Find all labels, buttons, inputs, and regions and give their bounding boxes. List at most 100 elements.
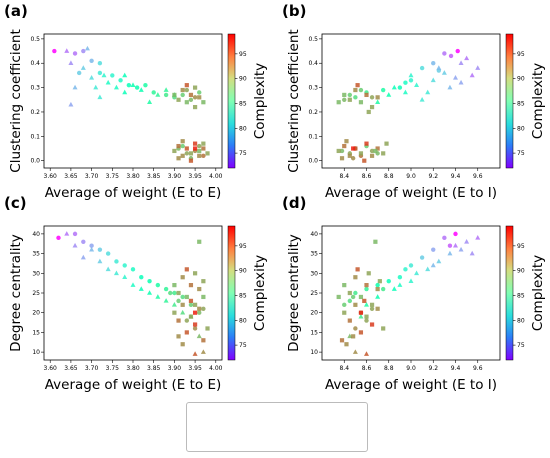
y-axis-label: Clustering coefficient bbox=[8, 29, 24, 172]
data-point-circle bbox=[81, 239, 86, 244]
scatter-points bbox=[56, 231, 210, 356]
panel-label: (c) bbox=[4, 194, 27, 212]
x-tick-label: 3.95 bbox=[188, 173, 202, 180]
data-point-triangle bbox=[68, 101, 74, 107]
data-point-triangle bbox=[80, 254, 86, 260]
data-point-square bbox=[176, 290, 181, 296]
data-point-square bbox=[180, 302, 185, 307]
data-point-triangle bbox=[375, 99, 381, 105]
y-tick-label: 25 bbox=[310, 290, 318, 297]
legend bbox=[186, 402, 368, 452]
data-point-square bbox=[197, 239, 202, 244]
data-point-square bbox=[342, 143, 347, 149]
data-point-triangle bbox=[200, 349, 206, 354]
data-point-square bbox=[339, 338, 345, 343]
data-point-circle bbox=[448, 53, 454, 59]
panel-label: (d) bbox=[282, 194, 306, 212]
y-tick-label: 0.1 bbox=[30, 133, 40, 140]
data-point-triangle bbox=[80, 65, 86, 70]
data-point-square bbox=[373, 239, 378, 244]
colorbar-tick-label: 80 bbox=[239, 317, 247, 324]
panel-b: (b) 8.4 8.6 8.8 9.0 9.2 9.4 9.6 0.0 0.1 0.2 0.3 0.4 0… bbox=[282, 2, 546, 201]
data-point-triangle bbox=[402, 89, 408, 95]
data-point-square bbox=[197, 95, 202, 100]
data-point-triangle bbox=[84, 45, 90, 51]
data-point-triangle bbox=[113, 270, 119, 276]
data-point-triangle bbox=[64, 231, 70, 236]
scatter-points bbox=[336, 48, 481, 163]
data-point-circle bbox=[364, 318, 369, 323]
data-point-square bbox=[384, 141, 389, 146]
data-point-square bbox=[188, 314, 194, 319]
x-tick-label: 4.00 bbox=[209, 173, 223, 180]
data-point-circle bbox=[180, 294, 185, 300]
data-point-square bbox=[351, 334, 356, 339]
data-point-square bbox=[375, 286, 380, 292]
data-point-square bbox=[184, 146, 189, 151]
data-point-square bbox=[347, 97, 352, 102]
data-point-circle bbox=[419, 65, 425, 71]
data-point-circle bbox=[408, 78, 414, 83]
data-point-square bbox=[176, 143, 181, 149]
x-tick-label: 9.4 bbox=[451, 365, 461, 372]
data-point-circle bbox=[188, 302, 194, 308]
data-point-circle bbox=[408, 263, 414, 268]
data-point-circle bbox=[172, 290, 177, 296]
x-tick-label: 3.80 bbox=[126, 365, 140, 372]
data-point-circle bbox=[168, 290, 173, 296]
y-tick-label: 15 bbox=[32, 329, 40, 336]
data-point-triangle bbox=[364, 351, 369, 356]
x-tick-label: 3.90 bbox=[168, 173, 182, 180]
data-point-square bbox=[188, 298, 194, 303]
data-point-square bbox=[336, 100, 341, 105]
data-point-square bbox=[362, 158, 367, 163]
data-point-square bbox=[358, 330, 364, 335]
y-tick-label: 35 bbox=[32, 251, 40, 258]
data-point-triangle bbox=[458, 60, 464, 66]
x-tick-label: 9.4 bbox=[451, 173, 461, 180]
data-point-circle bbox=[369, 306, 375, 311]
x-tick-label: 9.2 bbox=[428, 173, 438, 180]
data-point-triangle bbox=[386, 92, 392, 97]
data-point-square bbox=[353, 87, 358, 93]
y-tick-label: 0.3 bbox=[308, 85, 318, 92]
data-point-triangle bbox=[122, 89, 128, 95]
data-point-circle bbox=[184, 151, 190, 156]
data-point-circle bbox=[201, 306, 206, 311]
colorbar-gradient bbox=[505, 33, 514, 169]
data-point-square bbox=[180, 153, 185, 158]
data-point-square bbox=[364, 283, 369, 288]
y-tick-label: 0.4 bbox=[30, 60, 40, 67]
data-point-square bbox=[375, 146, 380, 151]
data-point-square bbox=[339, 156, 345, 161]
data-point-circle bbox=[163, 92, 169, 98]
y-tick-label: 0.5 bbox=[30, 36, 40, 43]
data-point-square bbox=[192, 271, 198, 276]
y-tick-label: 0.0 bbox=[308, 158, 318, 165]
x-tick-label: 9.0 bbox=[406, 173, 416, 180]
data-point-triangle bbox=[464, 238, 470, 244]
data-point-circle bbox=[380, 87, 386, 93]
data-point-square bbox=[188, 158, 194, 163]
data-point-circle bbox=[403, 80, 408, 85]
data-point-triangle bbox=[425, 266, 431, 272]
data-point-square bbox=[201, 338, 206, 343]
data-point-square bbox=[192, 85, 198, 90]
data-point-square bbox=[336, 148, 341, 154]
data-point-circle bbox=[97, 61, 103, 66]
data-point-square bbox=[344, 139, 349, 144]
data-point-triangle bbox=[180, 309, 186, 315]
data-point-triangle bbox=[163, 298, 169, 303]
data-point-circle bbox=[403, 267, 408, 272]
data-point-triangle bbox=[113, 84, 119, 90]
data-point-triangle bbox=[408, 72, 414, 78]
data-point-triangle bbox=[441, 70, 447, 75]
x-tick-label: 8.8 bbox=[384, 173, 394, 180]
data-point-triangle bbox=[414, 82, 420, 87]
y-tick-label: 0.2 bbox=[30, 109, 40, 116]
data-point-triangle bbox=[425, 89, 431, 95]
data-point-square bbox=[373, 148, 378, 154]
data-point-square bbox=[375, 306, 380, 311]
colorbar-tick-label: 80 bbox=[517, 125, 525, 132]
y-axis-label: Degree centrality bbox=[8, 234, 24, 352]
